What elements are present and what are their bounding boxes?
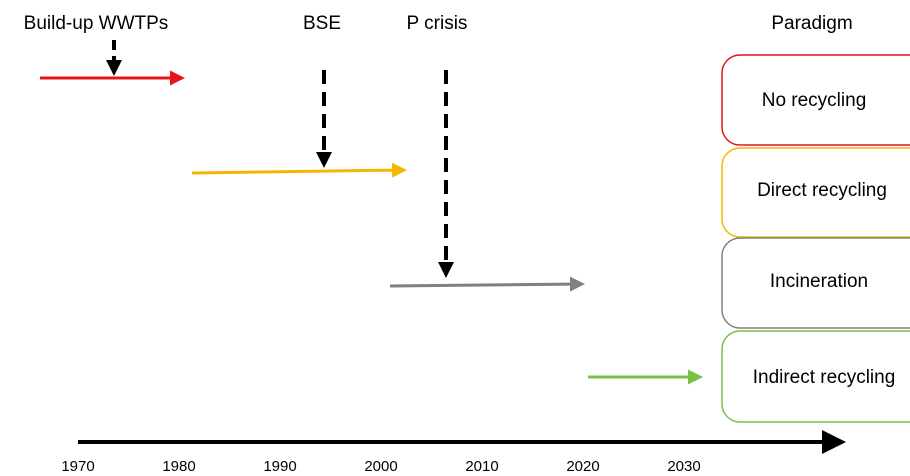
event-label: P crisis <box>407 13 468 34</box>
event-label: BSE <box>303 13 341 34</box>
year-labels: 1970 1980 1990 2000 2010 2020 2030 <box>61 458 700 475</box>
paradigm-label: Incineration <box>770 271 868 292</box>
paradigm-box <box>721 147 910 238</box>
period-arrow <box>389 276 585 292</box>
year-label: 1990 <box>263 458 296 475</box>
year-label: 2010 <box>465 458 498 475</box>
paradigm-label: Direct recycling <box>757 180 887 201</box>
year-label: 2020 <box>566 458 599 475</box>
paradigm-label: Indirect recycling <box>753 367 896 388</box>
paradigm-box <box>721 330 910 423</box>
period-arrow <box>191 162 407 178</box>
year-label: 2030 <box>667 458 700 475</box>
year-label: 1980 <box>162 458 195 475</box>
year-label: 2000 <box>364 458 397 475</box>
paradigm-box <box>721 237 910 329</box>
paradigm-title: Paradigm <box>771 13 852 34</box>
paradigm-label: No recycling <box>762 90 867 111</box>
year-label: 1970 <box>61 458 94 475</box>
event-label: Build-up WWTPs <box>24 13 169 34</box>
paradigm-box <box>721 54 910 146</box>
